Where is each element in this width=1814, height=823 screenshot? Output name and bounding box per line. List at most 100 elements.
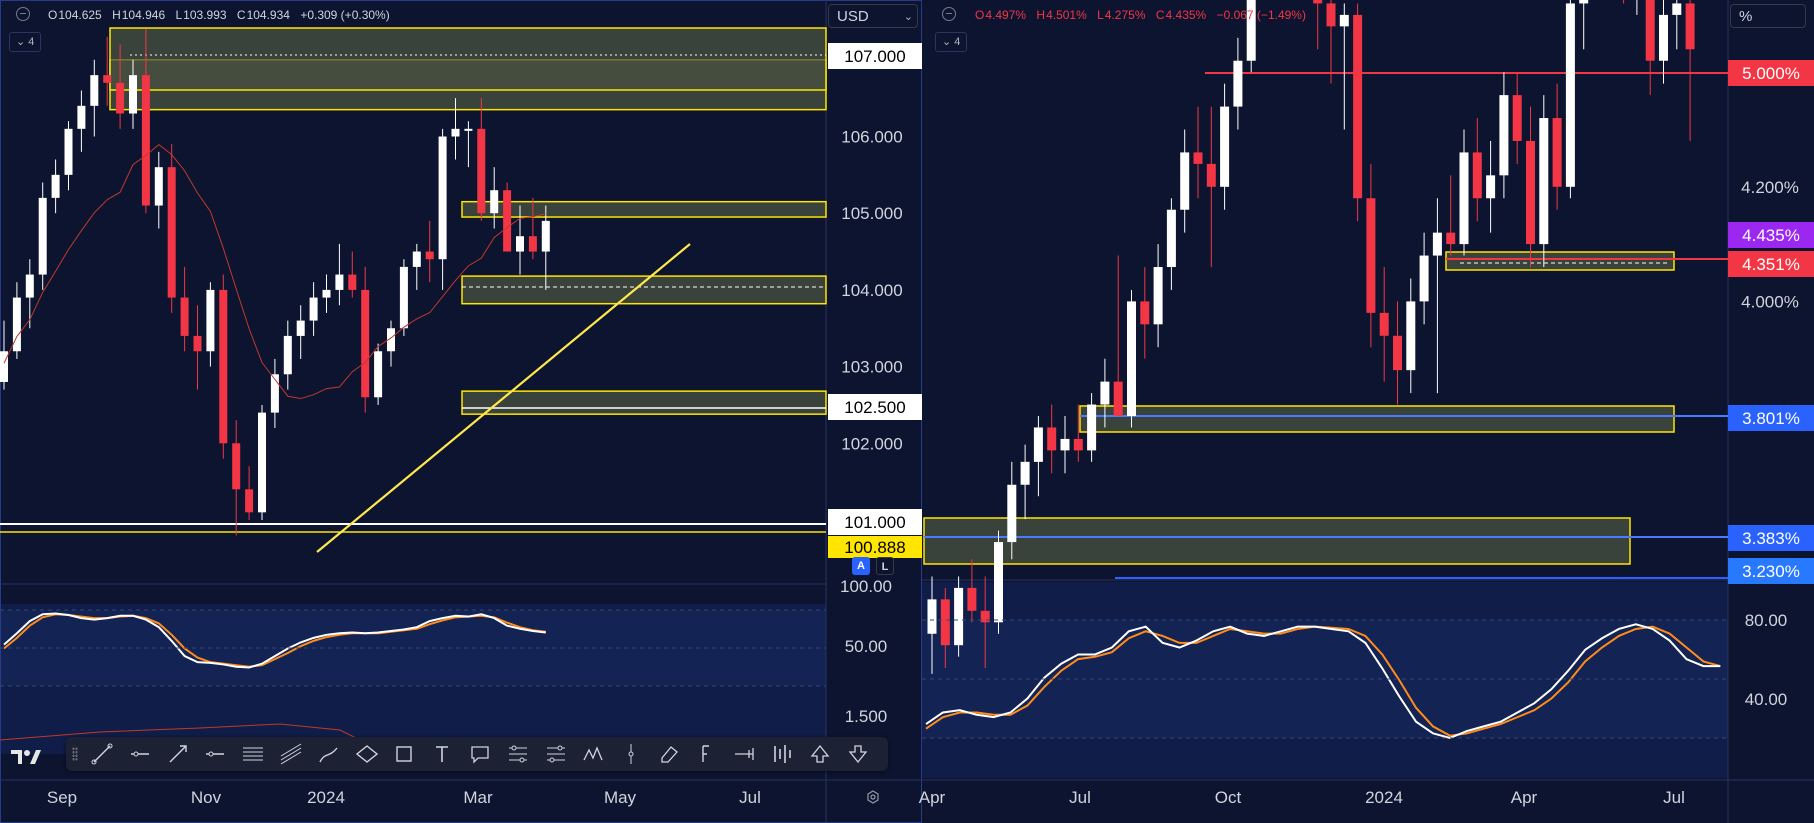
currency-selector[interactable]: USD ⌄	[828, 4, 918, 28]
horizontal-line-icon[interactable]	[203, 742, 227, 766]
right-price-tag-3230-bg	[1728, 558, 1814, 584]
log-scale-button[interactable]: L	[876, 557, 894, 575]
right-price-tag-4351-bg	[1728, 251, 1814, 277]
left-candle-body	[541, 220, 550, 252]
left-candle-body	[38, 197, 47, 275]
tradingview-logo-icon[interactable]	[10, 746, 44, 768]
left-candle-body	[361, 289, 370, 398]
left-open: 104.625	[58, 8, 102, 22]
left-candle-body	[154, 167, 163, 206]
ellipse-icon[interactable]	[355, 742, 379, 766]
left-sub-indicator	[0, 723, 361, 741]
auto-scale-button[interactable]: A	[852, 557, 870, 575]
left-y-tick: 102.000	[841, 434, 902, 453]
right-candle-body	[1113, 381, 1123, 416]
text-icon[interactable]	[430, 742, 454, 766]
right-price-tag-5000: 5.000%	[1742, 64, 1800, 83]
left-indicators-toggle[interactable]: ⌄ 4	[9, 32, 42, 52]
left-price-tag-107-bg	[828, 43, 922, 69]
right-price-tag-4351: 4.351%	[1742, 255, 1800, 274]
left-candle-body	[283, 335, 292, 375]
right-candle-body	[1100, 381, 1110, 405]
arrow-down-icon[interactable]	[846, 742, 870, 766]
left-price-tag-107: 107.000	[844, 47, 905, 66]
right-x-tick: Apr	[1511, 788, 1538, 807]
forecast-icon[interactable]	[619, 742, 643, 766]
right-indicators-toggle[interactable]: ⌄ 4	[935, 32, 968, 52]
left-close: 104.934	[246, 8, 290, 22]
pattern-icon[interactable]	[581, 742, 605, 766]
chevron-down-icon: ⌄	[942, 36, 952, 48]
collapse-legend-icon[interactable]	[942, 7, 956, 21]
right-price-tag-3383: 3.383%	[1742, 529, 1800, 548]
left-osc-tick: 50.00	[845, 637, 888, 656]
right-candle-body	[1539, 118, 1549, 245]
right-candle-body	[1393, 335, 1402, 371]
right-change: −0.067 (−1.49%)	[1216, 8, 1306, 22]
right-candle-body	[1486, 175, 1496, 199]
eraser-icon[interactable]	[657, 742, 681, 766]
arrow-icon[interactable]	[166, 742, 190, 766]
right-x-tick: 2024	[1365, 788, 1403, 807]
right-candle-body	[1512, 95, 1522, 141]
right-stoch-k-line	[925, 623, 1721, 740]
trend-line-icon[interactable]	[90, 742, 114, 766]
unit-selector[interactable]: %	[1730, 4, 1806, 28]
left-candle-body	[206, 289, 215, 352]
left-y-tick: 104.000	[841, 281, 902, 300]
right-price-tag-3801: 3.801%	[1742, 409, 1800, 428]
left-x-tick: May	[604, 788, 637, 807]
left-candle-body	[425, 251, 434, 260]
callout-icon[interactable]	[468, 742, 492, 766]
right-candle-body	[927, 599, 937, 634]
left-candle-body	[129, 75, 137, 114]
long-position-icon[interactable]	[506, 742, 530, 766]
right-price-tag-3383-bg	[1728, 525, 1814, 551]
left-candle-body	[503, 190, 512, 252]
left-candle-body	[103, 75, 112, 83]
left-candle-body	[25, 274, 34, 298]
right-candle-body	[1033, 427, 1043, 462]
right-candle-body	[1379, 312, 1389, 336]
right-candle-body	[940, 599, 950, 646]
left-price-tag-102500: 102.500	[844, 398, 905, 417]
right-candle-body	[1645, 0, 1655, 61]
left-candle-body	[516, 236, 524, 252]
rectangle-icon[interactable]	[392, 742, 416, 766]
left-candle-body	[399, 266, 408, 329]
arrow-up-icon[interactable]	[808, 742, 832, 766]
bars-pattern-icon[interactable]	[770, 742, 794, 766]
horizontal-ray-icon[interactable]	[128, 742, 152, 766]
regression-trend-icon[interactable]	[279, 742, 303, 766]
left-change: +0.309 (+0.30%)	[300, 8, 390, 22]
settings-gear-icon[interactable]	[866, 790, 880, 804]
right-osc-tick: 40.00	[1745, 690, 1788, 709]
right-candle-body	[1579, 0, 1589, 4]
brush-icon[interactable]	[317, 742, 341, 766]
right-candle-body	[1140, 301, 1150, 325]
left-candle-body	[270, 374, 279, 413]
left-moving-average	[3, 144, 546, 400]
left-candle-body	[464, 128, 473, 131]
short-position-icon[interactable]	[544, 742, 568, 766]
collapse-legend-icon[interactable]	[16, 7, 30, 21]
parallel-channel-icon[interactable]	[241, 742, 265, 766]
left-price-tag-100888-bg	[828, 536, 922, 558]
right-price-tag-3801-bg	[1728, 405, 1814, 431]
left-chart-pane[interactable]: 106.000 105.000 104.000 103.000 102.000 107.0…	[0, 0, 922, 823]
right-osc-tick: 80.00	[1745, 611, 1788, 630]
date-range-icon[interactable]	[733, 742, 757, 766]
chevron-down-icon: ⌄	[903, 11, 913, 23]
left-candle-body	[258, 412, 266, 513]
left-zone-1	[461, 200, 827, 218]
left-price-tag-101: 101.000	[844, 513, 905, 532]
left-indicator-count: 4	[28, 36, 35, 48]
right-candle-body	[1020, 461, 1030, 485]
price-range-icon[interactable]	[695, 742, 719, 766]
right-price-tag-5000-bg	[1728, 60, 1814, 86]
drag-handle-icon[interactable]	[72, 747, 78, 761]
right-candle-body	[1326, 3, 1336, 27]
left-candle-body	[322, 289, 331, 298]
right-candle-body	[1127, 301, 1136, 416]
